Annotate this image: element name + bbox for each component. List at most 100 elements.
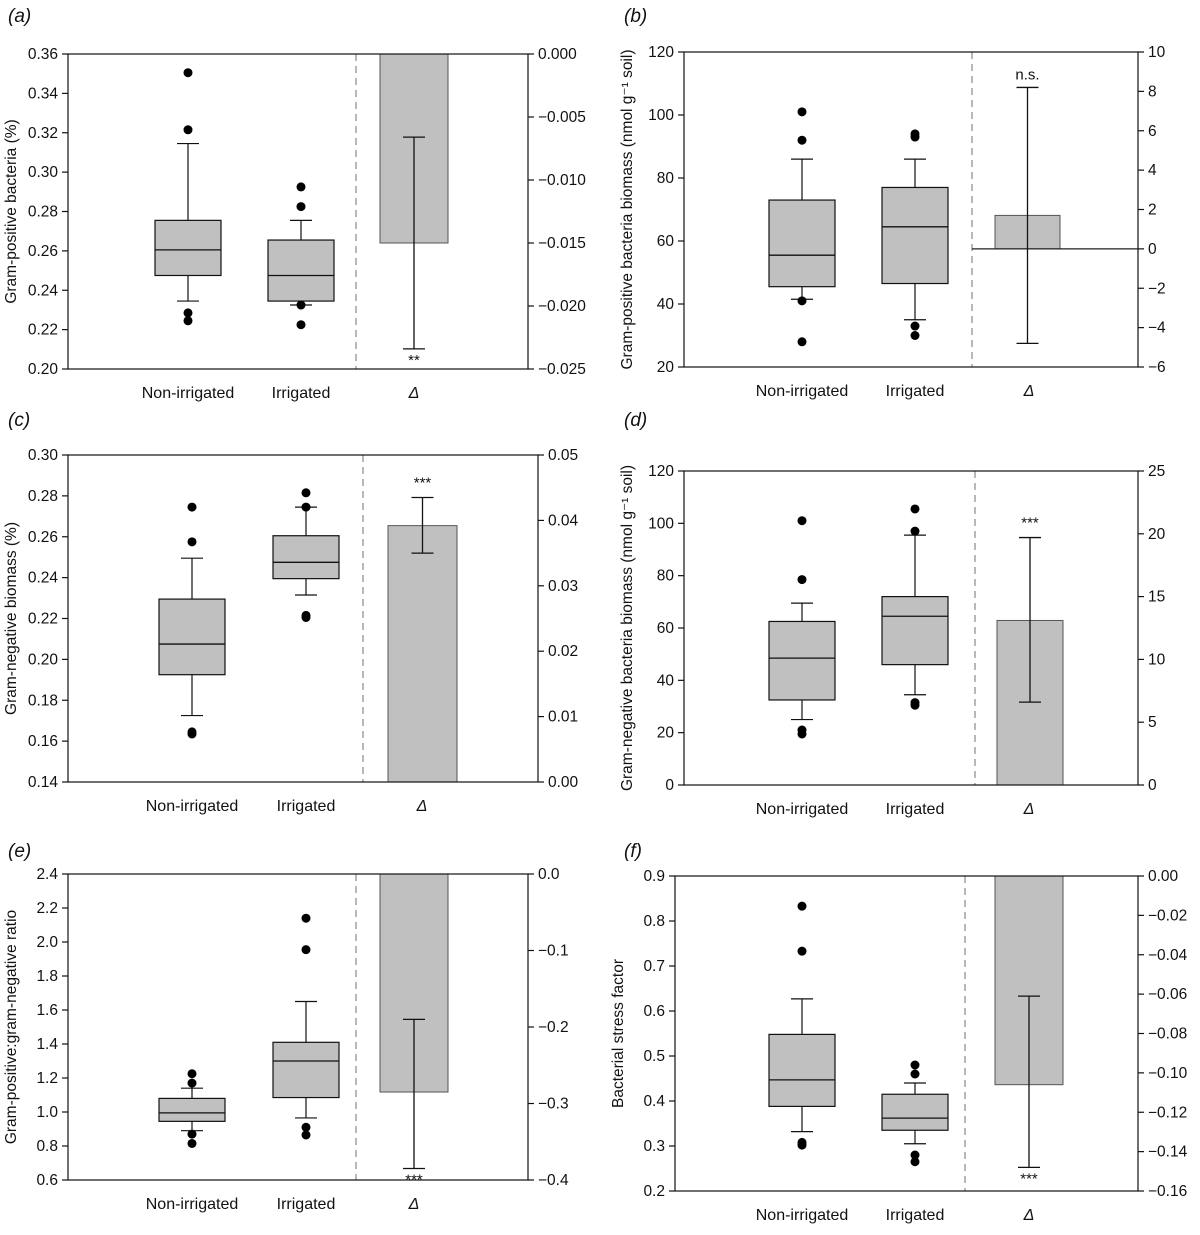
outlier-point (296, 300, 306, 310)
box-iqr (158, 598, 226, 676)
outlier-point (910, 1150, 920, 1160)
box-iqr (272, 535, 340, 580)
y-tick-label: 100 (648, 515, 674, 532)
y-tick-label: 0.24 (28, 282, 59, 299)
y2-tick-label: 0.01 (548, 709, 578, 726)
outlier-point (296, 182, 306, 192)
category-label: Non-irrigated (146, 798, 238, 815)
outlier-point (187, 1129, 197, 1139)
y2-tick-label: −0.3 (538, 1096, 569, 1113)
significance-label: n.s. (1015, 66, 1039, 83)
outlier-point (910, 504, 920, 514)
box-iqr (881, 1093, 949, 1131)
y-tick-label: 60 (657, 233, 675, 250)
outlier-point (910, 1157, 920, 1167)
outlier-point (301, 1130, 311, 1140)
y2-tick-label: 4 (1148, 162, 1157, 179)
box-iqr (881, 186, 949, 285)
y-tick-label: 0.6 (36, 1172, 58, 1189)
outlier-point (296, 202, 306, 212)
box-iqr (272, 1041, 340, 1099)
outlier-point (187, 502, 197, 512)
outlier-point (183, 316, 193, 326)
outlier-point (301, 1122, 311, 1132)
significance-label: *** (414, 475, 432, 492)
panel-e: (e)***0.60.81.01.21.41.61.82.02.22.4 0.0−… (3, 841, 569, 1213)
significance-label: *** (1020, 1170, 1038, 1187)
outlier-point (797, 1140, 807, 1150)
y-tick-label: 0.22 (28, 322, 58, 339)
y-tick-label: 0.4 (643, 1093, 665, 1110)
box-irrigated (267, 182, 335, 330)
outlier-point (797, 516, 807, 526)
category-label: Irrigated (272, 385, 331, 402)
y-tick-label: 0.28 (28, 204, 58, 221)
y-tick-label: 100 (648, 107, 674, 124)
outlier-point (910, 1069, 920, 1079)
box-iqr (158, 1097, 226, 1122)
category-label: Irrigated (886, 1207, 945, 1224)
y2-tick-label: 0.00 (1148, 868, 1179, 885)
box-iqr (768, 199, 836, 288)
y-tick-label: 40 (657, 296, 675, 313)
y2-tick-label: 0.00 (548, 774, 579, 791)
box-iqr (154, 219, 222, 277)
y2-tick-label: −0.1 (538, 943, 569, 960)
box-non-irrigated (768, 516, 836, 739)
y-tick-label: 80 (657, 568, 675, 585)
y2-tick-label: 6 (1148, 123, 1157, 140)
y2-tick-label: 0.0 (538, 866, 560, 883)
box-non-irrigated (154, 68, 222, 326)
y-tick-label: 0.2 (643, 1183, 665, 1200)
category-label: Irrigated (277, 798, 336, 815)
y2-tick-label: −0.06 (1148, 986, 1187, 1003)
category-label: Δ (408, 385, 420, 402)
box-non-irrigated (768, 901, 836, 1150)
y2-tick-label: −2 (1148, 280, 1166, 297)
y-tick-label: 0.9 (643, 868, 665, 885)
outlier-point (910, 526, 920, 536)
y-tick-label: 0 (665, 777, 674, 794)
y-tick-label: 1.8 (36, 968, 58, 985)
y-tick-label: 0.20 (28, 651, 59, 668)
outlier-point (187, 537, 197, 547)
y-tick-label: 1.4 (36, 1036, 58, 1053)
category-label: Δ (1023, 383, 1035, 400)
panel-letter: (e) (8, 841, 31, 862)
outlier-point (797, 296, 807, 306)
y-tick-label: 0.34 (28, 85, 59, 102)
y2-tick-label: 8 (1148, 83, 1157, 100)
y2-tick-label: 10 (1148, 44, 1166, 61)
y-tick-label: 60 (657, 620, 675, 637)
outlier-point (797, 946, 807, 956)
y-tick-label: 2.2 (36, 900, 58, 917)
box-irrigated (881, 1060, 949, 1167)
y2-tick-label: 0.02 (548, 643, 578, 660)
outlier-point (301, 488, 311, 498)
y2-tick-label: −0.08 (1148, 1026, 1187, 1043)
outlier-point (187, 1078, 197, 1088)
outlier-point (183, 68, 193, 78)
y-tick-label: 0.14 (28, 774, 59, 791)
y-tick-label: 0.26 (28, 529, 58, 546)
y2-tick-label: 20 (1148, 526, 1166, 543)
category-label: Non-irrigated (146, 1196, 238, 1213)
y2-tick-label: 10 (1148, 651, 1166, 668)
y-tick-label: 0.8 (643, 913, 665, 930)
y2-tick-label: 0 (1148, 241, 1157, 258)
y2-tick-label: 0.05 (548, 447, 578, 464)
y2-tick-label: −6 (1148, 359, 1166, 376)
y2-tick-label: −0.16 (1148, 1183, 1187, 1200)
y2-tick-label: 2 (1148, 202, 1157, 219)
category-label: Δ (408, 1196, 420, 1213)
box-iqr (768, 620, 836, 701)
category-label: Δ (1023, 801, 1035, 818)
y2-tick-label: −0.015 (538, 235, 586, 252)
y-tick-label: 1.2 (36, 1070, 58, 1087)
y-tick-label: 120 (648, 463, 674, 480)
y2-tick-label: 0.000 (538, 46, 577, 63)
outlier-point (296, 320, 306, 330)
y-tick-label: 0.36 (28, 46, 58, 63)
plot-frame (67, 873, 529, 1181)
